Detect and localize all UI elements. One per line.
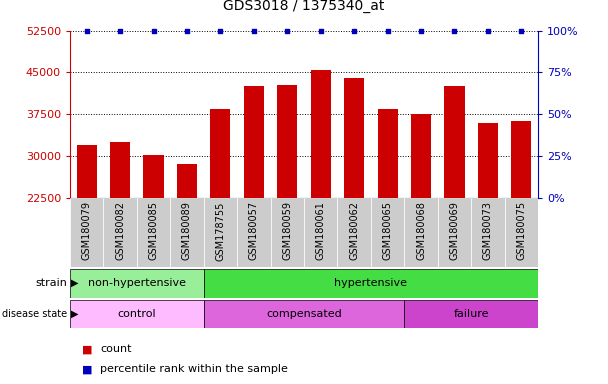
Bar	[337, 198, 371, 267]
Bar	[177, 164, 197, 198]
Bar	[204, 198, 237, 267]
Bar	[444, 86, 465, 198]
Bar	[271, 198, 304, 267]
Bar	[505, 198, 538, 267]
Bar	[404, 300, 538, 328]
Bar	[103, 198, 137, 267]
Point	[148, 28, 158, 34]
Bar	[511, 121, 531, 198]
Bar	[411, 114, 431, 198]
Text: GSM180057: GSM180057	[249, 201, 259, 260]
Bar	[378, 109, 398, 198]
Bar	[110, 142, 130, 198]
Text: ■: ■	[82, 344, 92, 354]
Text: disease state: disease state	[2, 309, 67, 319]
Bar	[471, 198, 505, 267]
Text: failure: failure	[454, 309, 489, 319]
Text: GSM180079: GSM180079	[81, 201, 92, 260]
Point	[449, 28, 460, 34]
Bar	[438, 198, 471, 267]
Point	[316, 28, 326, 34]
Bar	[70, 300, 204, 328]
Point	[215, 28, 225, 34]
Text: GSM180059: GSM180059	[282, 201, 292, 260]
Bar	[311, 70, 331, 198]
Bar	[170, 198, 204, 267]
Bar	[137, 198, 170, 267]
Point	[517, 28, 527, 34]
Bar	[344, 78, 364, 198]
Bar	[478, 122, 498, 198]
Point	[81, 28, 91, 34]
Text: GSM180065: GSM180065	[382, 201, 393, 260]
Text: compensated: compensated	[266, 309, 342, 319]
Text: ▶: ▶	[71, 278, 78, 288]
Bar	[204, 300, 404, 328]
Text: GSM178755: GSM178755	[215, 201, 226, 261]
Bar	[404, 198, 438, 267]
Text: GSM180061: GSM180061	[316, 201, 326, 260]
Bar	[70, 269, 204, 298]
Point	[282, 28, 292, 34]
Bar	[304, 198, 337, 267]
Text: GSM180069: GSM180069	[449, 201, 460, 260]
Text: non-hypertensive: non-hypertensive	[88, 278, 186, 288]
Text: control: control	[117, 309, 156, 319]
Bar	[210, 109, 230, 198]
Bar	[70, 198, 103, 267]
Bar	[371, 198, 404, 267]
Bar	[77, 145, 97, 198]
Text: count: count	[100, 344, 132, 354]
Point	[249, 28, 259, 34]
Text: GSM180073: GSM180073	[483, 201, 493, 260]
Text: percentile rank within the sample: percentile rank within the sample	[100, 364, 288, 374]
Bar	[143, 155, 164, 198]
Text: ■: ■	[82, 364, 92, 374]
Point	[416, 28, 426, 34]
Text: GSM180062: GSM180062	[349, 201, 359, 260]
Text: ▶: ▶	[71, 309, 78, 319]
Bar	[277, 85, 297, 198]
Point	[115, 28, 125, 34]
Text: GDS3018 / 1375340_at: GDS3018 / 1375340_at	[223, 0, 385, 13]
Text: strain: strain	[35, 278, 67, 288]
Point	[483, 28, 493, 34]
Point	[383, 28, 393, 34]
Text: GSM180085: GSM180085	[148, 201, 159, 260]
Text: hypertensive: hypertensive	[334, 278, 407, 288]
Point	[182, 28, 192, 34]
Text: GSM180089: GSM180089	[182, 201, 192, 260]
Text: GSM180068: GSM180068	[416, 201, 426, 260]
Bar	[204, 269, 538, 298]
Text: GSM180075: GSM180075	[516, 201, 527, 260]
Bar	[244, 86, 264, 198]
Point	[349, 28, 359, 34]
Bar	[237, 198, 271, 267]
Text: GSM180082: GSM180082	[115, 201, 125, 260]
